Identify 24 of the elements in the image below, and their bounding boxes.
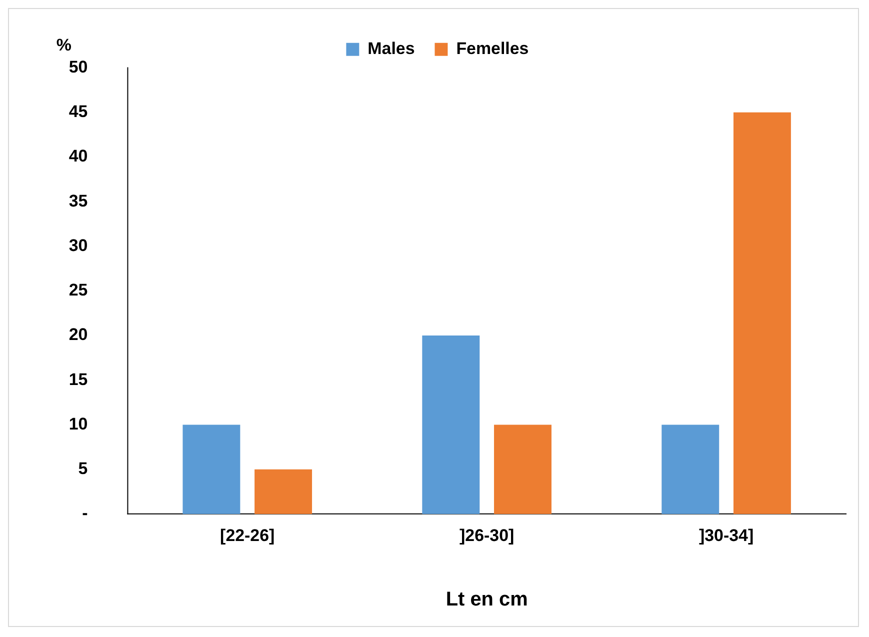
bar <box>422 336 480 514</box>
bar <box>254 469 312 514</box>
y-tick-label: 5 <box>78 459 88 478</box>
y-axis-title: % <box>56 36 72 55</box>
y-tick-label: 15 <box>68 370 88 389</box>
bar <box>182 424 240 514</box>
bar <box>494 424 552 514</box>
y-tick-label: 10 <box>68 414 88 434</box>
y-tick-label: 25 <box>68 280 88 300</box>
legend-label: Males <box>368 39 415 58</box>
y-tick-label: 50 <box>68 57 88 76</box>
x-tick-label: ]30-34] <box>698 526 754 545</box>
y-tick-label: 30 <box>68 236 88 255</box>
x-tick-label: [22-26] <box>220 526 275 545</box>
bar <box>662 424 720 514</box>
y-tick-label: 45 <box>68 102 88 122</box>
x-axis-title: Lt en cm <box>446 588 528 611</box>
y-tick-label: 40 <box>68 146 88 166</box>
x-tick-label: ]26-30] <box>460 526 514 545</box>
y-tick-label: 20 <box>68 325 88 344</box>
y-tick-label: 35 <box>68 191 88 210</box>
y-tick-label: - <box>82 504 88 523</box>
bar <box>733 112 791 514</box>
legend-label: Femelles <box>456 39 529 58</box>
